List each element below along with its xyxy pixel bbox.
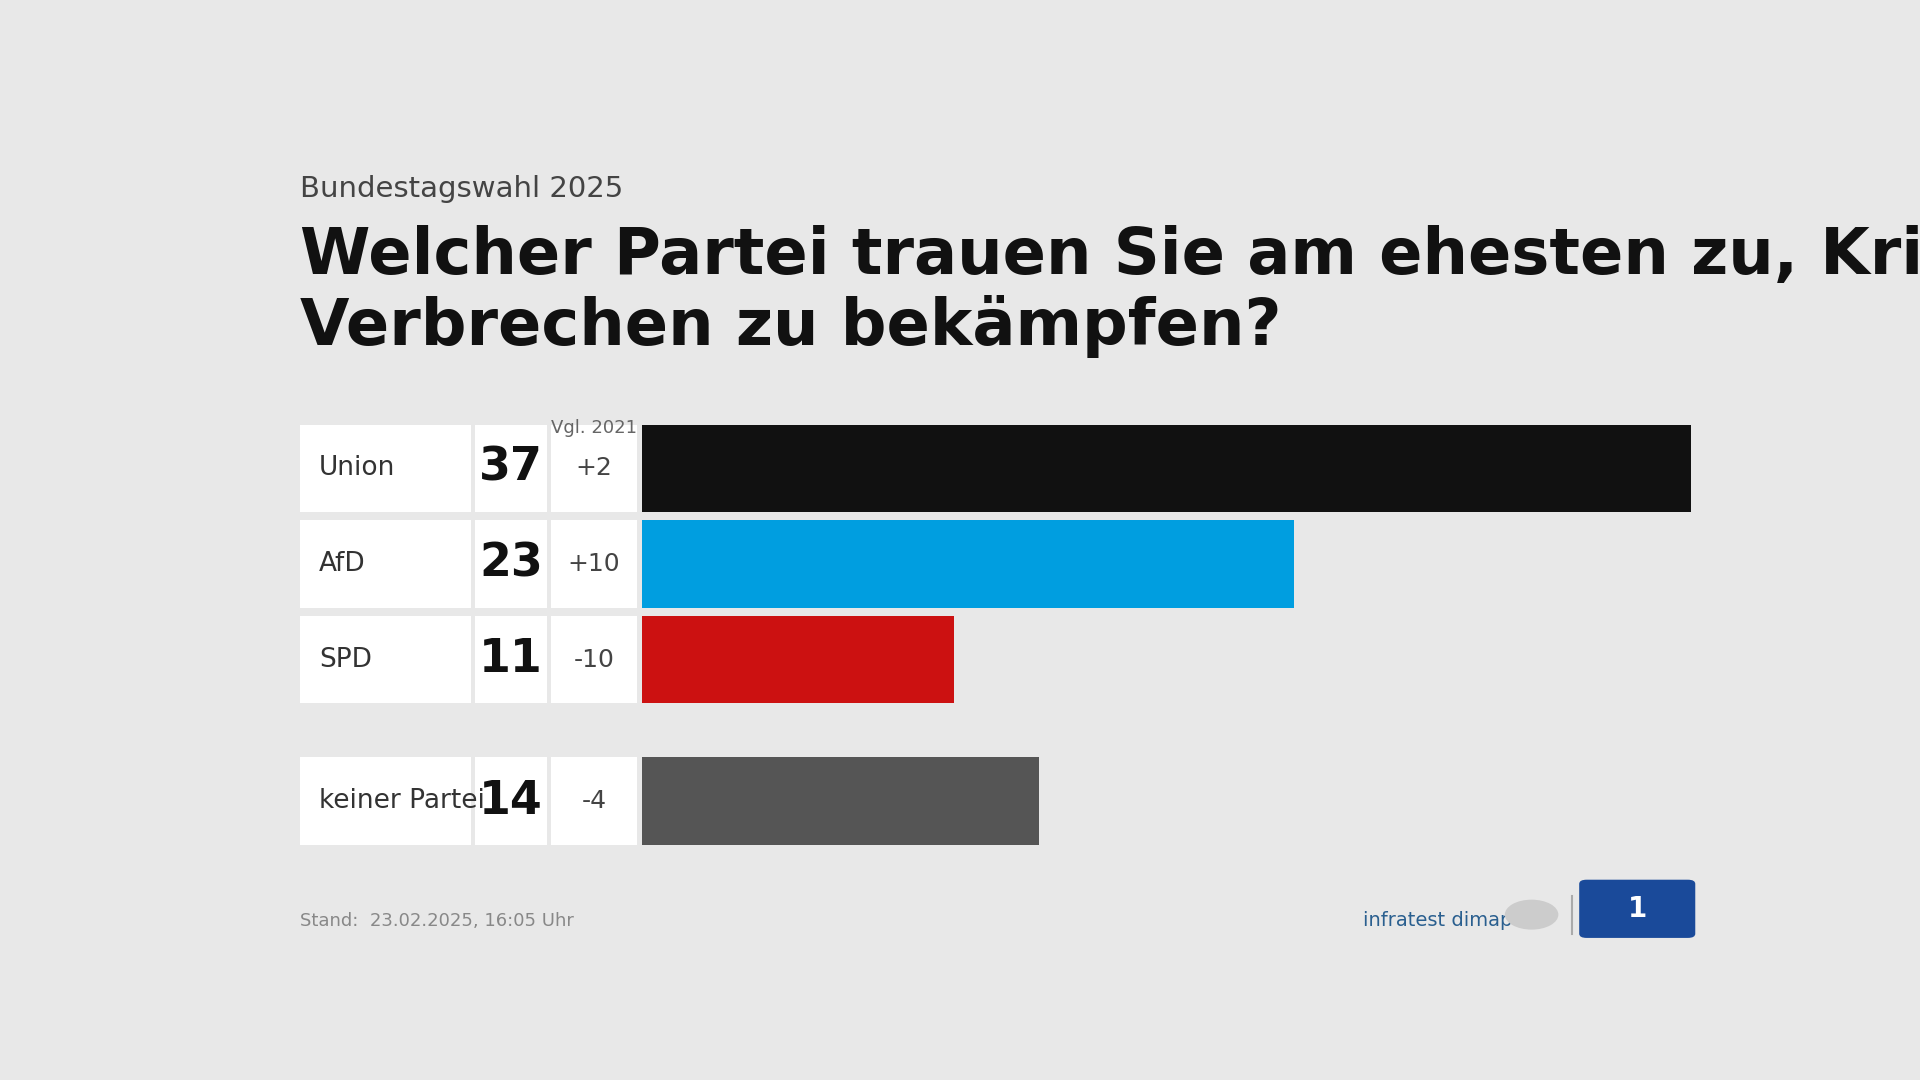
Text: 23: 23 <box>478 541 543 586</box>
FancyBboxPatch shape <box>474 757 547 845</box>
Text: -4: -4 <box>582 789 607 813</box>
Circle shape <box>1505 900 1559 930</box>
Text: Stand:  23.02.2025, 16:05 Uhr: Stand: 23.02.2025, 16:05 Uhr <box>300 912 574 930</box>
Text: AfD: AfD <box>319 551 365 577</box>
FancyBboxPatch shape <box>551 521 637 608</box>
Text: infratest dimap: infratest dimap <box>1363 910 1513 930</box>
Text: Vgl. 2021: Vgl. 2021 <box>551 419 637 437</box>
FancyBboxPatch shape <box>641 757 1039 845</box>
FancyBboxPatch shape <box>551 424 637 512</box>
FancyBboxPatch shape <box>551 757 637 845</box>
Text: 14: 14 <box>478 779 543 824</box>
FancyBboxPatch shape <box>300 424 470 512</box>
FancyBboxPatch shape <box>641 616 954 703</box>
FancyBboxPatch shape <box>300 757 470 845</box>
Text: +10: +10 <box>568 552 620 576</box>
FancyBboxPatch shape <box>1578 880 1695 937</box>
FancyBboxPatch shape <box>641 424 1692 512</box>
Text: 1: 1 <box>1628 895 1647 922</box>
Text: -10: -10 <box>574 648 614 672</box>
Text: 11: 11 <box>478 637 543 683</box>
Text: Welcher Partei trauen Sie am ehesten zu, Kriminalität und
Verbrechen zu bekämpfe: Welcher Partei trauen Sie am ehesten zu,… <box>300 226 1920 357</box>
FancyBboxPatch shape <box>641 521 1294 608</box>
FancyBboxPatch shape <box>474 616 547 703</box>
Text: 37: 37 <box>478 446 543 491</box>
FancyBboxPatch shape <box>300 521 470 608</box>
Text: Bundestagswahl 2025: Bundestagswahl 2025 <box>300 175 622 203</box>
FancyBboxPatch shape <box>474 424 547 512</box>
FancyBboxPatch shape <box>474 521 547 608</box>
Text: SPD: SPD <box>319 647 372 673</box>
Text: keiner Partei: keiner Partei <box>319 788 484 814</box>
FancyBboxPatch shape <box>300 616 470 703</box>
FancyBboxPatch shape <box>551 616 637 703</box>
Text: +2: +2 <box>576 457 612 481</box>
Text: Union: Union <box>319 456 396 482</box>
